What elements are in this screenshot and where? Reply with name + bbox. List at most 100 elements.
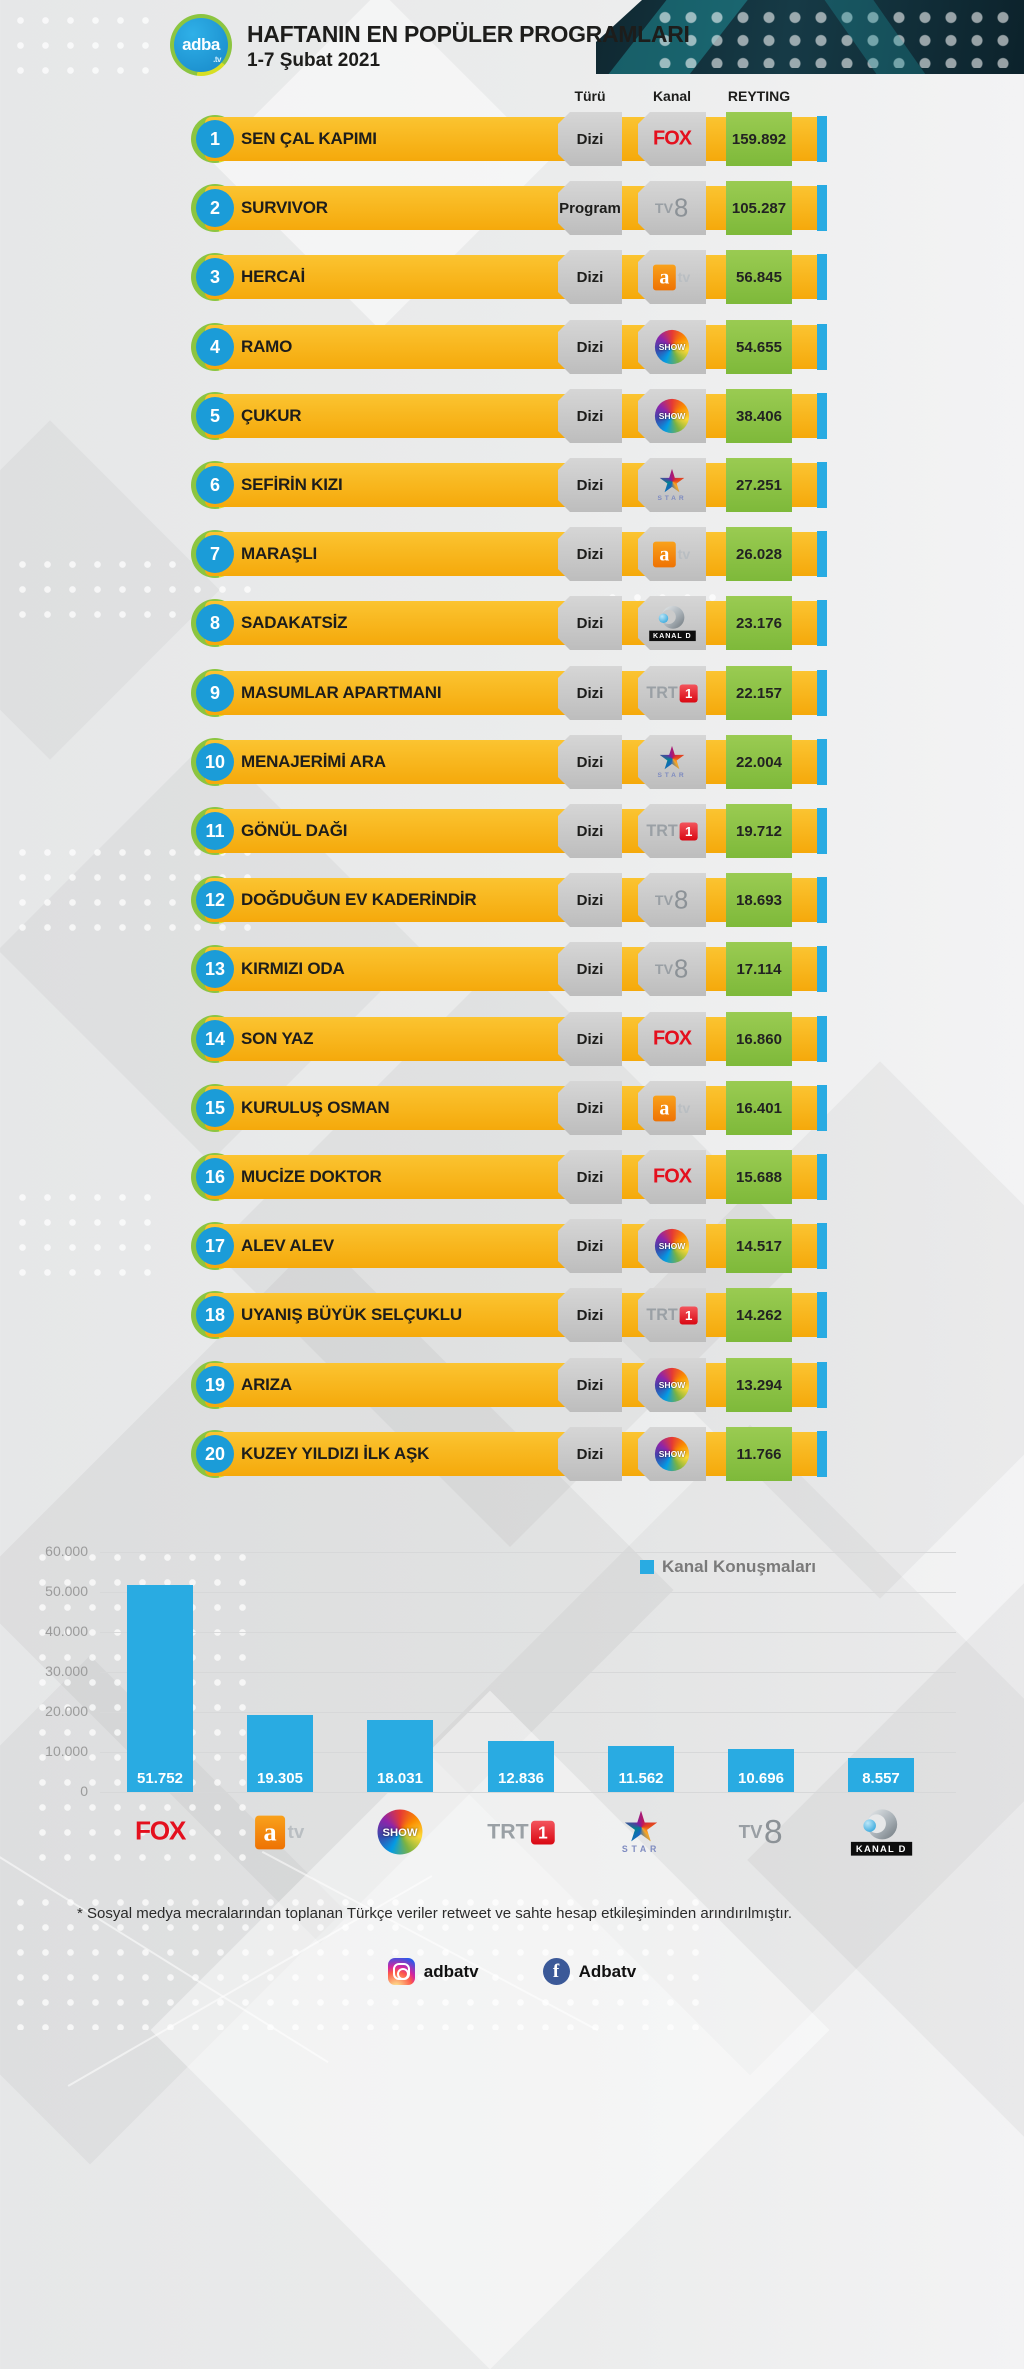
column-header-rating: REYTING bbox=[727, 88, 791, 104]
legend-label: Kanal Konuşmaları bbox=[662, 1557, 816, 1576]
rating-value: 14.262 bbox=[736, 1306, 782, 1324]
rank-badge: 7 bbox=[196, 535, 234, 573]
program-type: Dizi bbox=[576, 960, 604, 978]
rank-number: 13 bbox=[204, 958, 226, 979]
rating-value: 22.004 bbox=[736, 753, 782, 771]
program-bar: DOĞDUĞUN EV KADERİNDİR bbox=[205, 878, 817, 922]
type-cell: Program bbox=[558, 181, 622, 235]
rating-cell: 54.655 bbox=[726, 320, 792, 374]
program-name: HERCAİ bbox=[241, 267, 305, 286]
rating-value: 16.860 bbox=[736, 1030, 782, 1048]
row-end-accent bbox=[817, 185, 827, 231]
instagram-item: adbatv bbox=[387, 1958, 479, 1985]
program-bar: SON YAZ bbox=[205, 1017, 817, 1061]
rank-badge: 12 bbox=[196, 881, 234, 919]
rating-value: 23.176 bbox=[736, 614, 782, 632]
rating-value: 11.766 bbox=[736, 1445, 782, 1463]
program-bar: ÇUKUR bbox=[205, 394, 817, 438]
show-tv-logo: SHOW bbox=[655, 1229, 689, 1263]
program-bar: KURULUŞ OSMAN bbox=[205, 1086, 817, 1130]
facebook-item: Adbatv bbox=[542, 1958, 637, 1985]
program-name: ALEV ALEV bbox=[241, 1236, 334, 1255]
atv-logo: a tv bbox=[653, 1095, 690, 1121]
program-name: MARAŞLI bbox=[241, 544, 318, 563]
program-type: Dizi bbox=[576, 268, 604, 286]
kanal-d-logo: KANAL D bbox=[850, 1808, 912, 1856]
rank-badge: 17 bbox=[196, 1227, 234, 1265]
instagram-icon bbox=[387, 1958, 415, 1985]
row-end-accent bbox=[817, 600, 827, 646]
rank-badge: 8 bbox=[196, 604, 234, 642]
program-type: Dizi bbox=[576, 1306, 604, 1324]
type-cell: Dizi bbox=[558, 458, 622, 512]
program-name: SURVIVOR bbox=[241, 198, 328, 217]
program-row: MARAŞLI 7 Dizi a tv 26.028 bbox=[0, 526, 1024, 582]
type-cell: Dizi bbox=[558, 596, 622, 650]
rank-number: 15 bbox=[204, 1097, 226, 1118]
date-range: 1-7 Şubat 2021 bbox=[247, 50, 381, 71]
facebook-handle: Adbatv bbox=[578, 1961, 637, 1981]
rank-badge: 5 bbox=[196, 397, 234, 435]
chart-bar: 12.836 bbox=[488, 1741, 554, 1792]
channel-axis-logo: TRT 1 bbox=[461, 1807, 581, 1857]
program-type: Dizi bbox=[576, 684, 604, 702]
tv8-logo: TV 8 bbox=[655, 954, 689, 983]
atv-logo: a tv bbox=[653, 541, 690, 567]
program-type: Dizi bbox=[576, 614, 604, 632]
program-name: MENAJERİMİ ARA bbox=[241, 752, 386, 771]
program-type: Dizi bbox=[576, 545, 604, 563]
channel-cell: SHOW bbox=[638, 1358, 706, 1412]
social-links: adbatv Adbatv bbox=[0, 1958, 1024, 1985]
legend-swatch bbox=[640, 1560, 654, 1574]
rank-number: 19 bbox=[204, 1374, 226, 1395]
rank-number: 9 bbox=[209, 682, 220, 703]
rating-cell: 15.688 bbox=[726, 1150, 792, 1204]
program-type: Dizi bbox=[576, 1445, 604, 1463]
chart-bar: 51.752 bbox=[127, 1585, 193, 1792]
rank-number: 8 bbox=[209, 612, 220, 633]
channel-cell: TV 8 bbox=[638, 873, 706, 927]
rank-badge: 1 bbox=[196, 120, 234, 158]
rank-badge: 9 bbox=[196, 674, 234, 712]
trt-1-logo: TRT 1 bbox=[646, 822, 697, 841]
channel-cell: FOX bbox=[638, 112, 706, 166]
program-type: Dizi bbox=[576, 1237, 604, 1255]
bar-value-label: 18.031 bbox=[377, 1770, 423, 1787]
show-tv-logo: SHOW bbox=[377, 1809, 423, 1855]
program-bar: ALEV ALEV bbox=[205, 1224, 817, 1268]
channel-axis-logo: STAR bbox=[581, 1807, 701, 1857]
rank-number: 17 bbox=[204, 1235, 226, 1256]
gridline bbox=[100, 1792, 956, 1793]
rank-badge: 13 bbox=[196, 950, 234, 988]
row-end-accent bbox=[817, 531, 827, 577]
row-end-accent bbox=[817, 1085, 827, 1131]
gridline bbox=[100, 1552, 956, 1553]
rating-value: 15.688 bbox=[736, 1168, 782, 1186]
atv-logo: a tv bbox=[653, 264, 690, 290]
program-bar: SEFİRİN KIZI bbox=[205, 463, 817, 507]
channel-axis-logo: TV 8 bbox=[701, 1807, 821, 1857]
channel-axis-logo: KANAL D bbox=[821, 1807, 941, 1857]
rating-cell: 22.004 bbox=[726, 735, 792, 789]
channel-cell: FOX bbox=[638, 1150, 706, 1204]
row-end-accent bbox=[817, 739, 827, 785]
disclaimer-text: * Sosyal medya mecralarından toplanan Tü… bbox=[77, 1905, 793, 1922]
program-type: Dizi bbox=[576, 338, 604, 356]
bar-value-label: 11.562 bbox=[618, 1770, 664, 1787]
rating-value: 56.845 bbox=[736, 268, 782, 286]
trt-1-logo: TRT 1 bbox=[487, 1820, 555, 1845]
rating-value: 18.693 bbox=[736, 891, 782, 909]
program-row: UYANIŞ BÜYÜK SELÇUKLU 18 Dizi TRT 1 14.26… bbox=[0, 1287, 1024, 1343]
program-name: KIRMIZI ODA bbox=[241, 959, 345, 978]
type-cell: Dizi bbox=[558, 1012, 622, 1066]
channel-cell: KANAL D bbox=[638, 596, 706, 650]
y-axis-tick: 60.000 bbox=[45, 1543, 88, 1559]
rating-cell: 14.517 bbox=[726, 1219, 792, 1273]
rating-cell: 19.712 bbox=[726, 804, 792, 858]
ranking-list: SEN ÇAL KAPIMI 1 Dizi FOX 159.892 SURVIV… bbox=[0, 112, 1024, 1481]
program-name: SADAKATSİZ bbox=[241, 613, 348, 632]
y-axis-tick: 0 bbox=[80, 1783, 88, 1799]
row-end-accent bbox=[817, 1362, 827, 1408]
channel-cell: FOX bbox=[638, 1012, 706, 1066]
channel-cell: SHOW bbox=[638, 320, 706, 374]
